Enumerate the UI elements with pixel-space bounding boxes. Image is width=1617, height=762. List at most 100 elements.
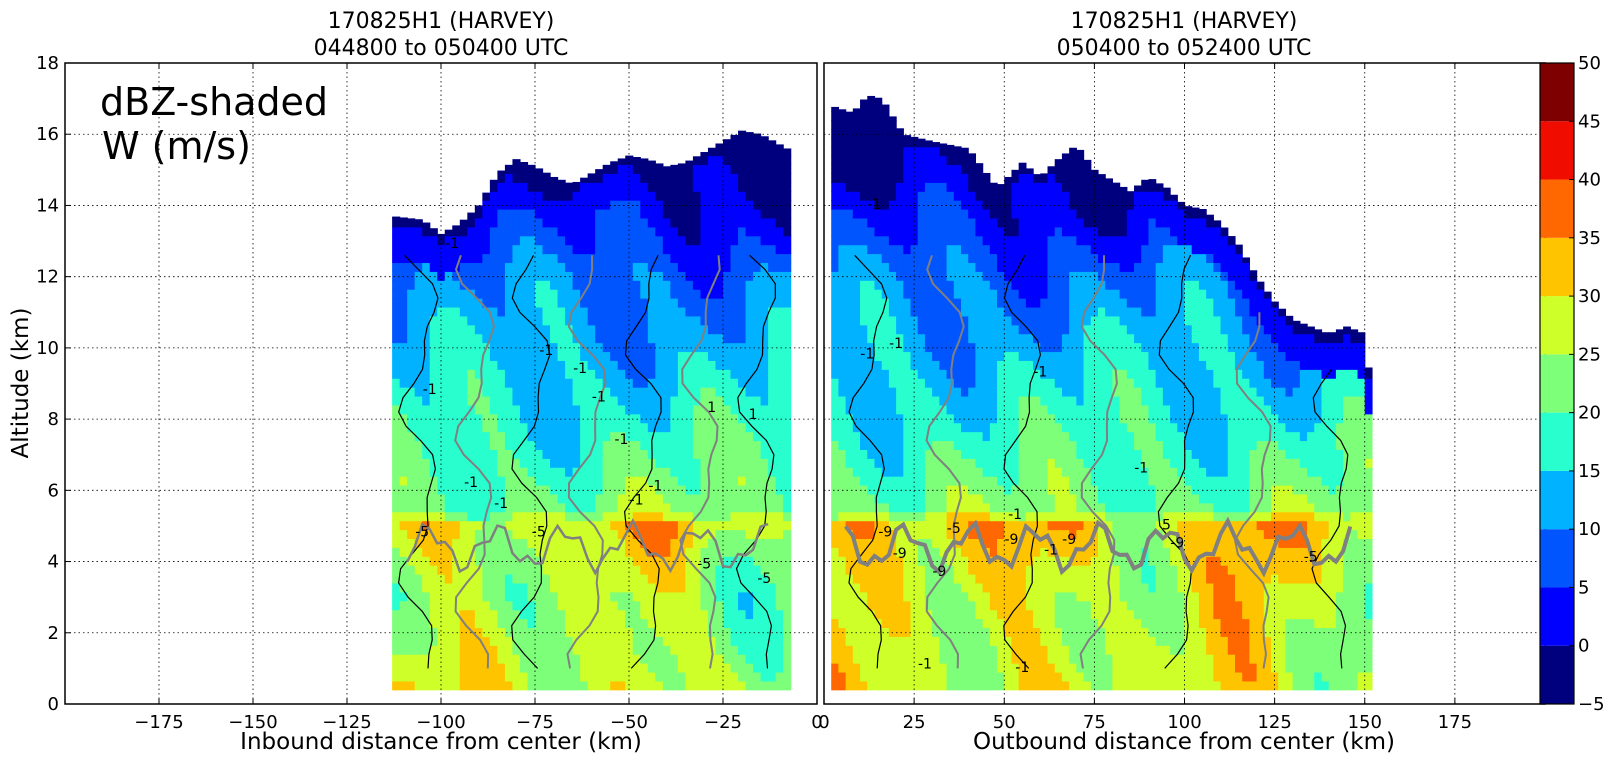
reflectivity-cell xyxy=(542,395,551,406)
reflectivity-cell xyxy=(422,280,431,290)
reflectivity-cell xyxy=(527,529,536,540)
reflectivity-cell xyxy=(504,342,514,353)
reflectivity-cell xyxy=(723,591,732,602)
reflectivity-cell xyxy=(444,449,453,459)
reflectivity-cell xyxy=(939,502,948,513)
reflectivity-cell xyxy=(903,511,912,522)
reflectivity-cell xyxy=(444,404,453,415)
reflectivity-cell xyxy=(497,600,506,611)
reflectivity-cell xyxy=(692,663,702,673)
reflectivity-cell xyxy=(572,484,581,495)
reflectivity-cell xyxy=(989,627,998,637)
reflectivity-cell xyxy=(399,449,408,459)
reflectivity-cell xyxy=(953,351,962,361)
reflectivity-cell xyxy=(437,431,446,442)
reflectivity-cell xyxy=(989,654,998,664)
reflectivity-cell xyxy=(896,155,904,166)
reflectivity-cell xyxy=(953,387,962,397)
reflectivity-cell xyxy=(707,671,717,682)
reflectivity-cell xyxy=(845,182,854,192)
reflectivity-cell xyxy=(692,333,702,344)
reflectivity-cell xyxy=(557,529,566,540)
reflectivity-cell xyxy=(407,431,416,442)
reflectivity-cell xyxy=(838,378,847,388)
reflectivity-cell xyxy=(527,315,536,326)
reflectivity-cell xyxy=(580,618,589,629)
reflectivity-cell xyxy=(399,217,408,219)
reflectivity-cell xyxy=(982,235,991,246)
reflectivity-cell xyxy=(845,253,854,264)
reflectivity-cell xyxy=(730,520,739,531)
reflectivity-cell xyxy=(867,217,876,228)
reflectivity-cell xyxy=(497,280,506,290)
reflectivity-cell xyxy=(640,244,649,255)
reflectivity-cell xyxy=(512,467,521,477)
reflectivity-cell xyxy=(968,209,977,219)
reflectivity-cell xyxy=(953,440,962,450)
reflectivity-cell xyxy=(738,200,747,210)
reflectivity-cell xyxy=(768,600,777,611)
reflectivity-cell xyxy=(482,315,491,326)
reflectivity-cell xyxy=(903,235,912,246)
reflectivity-cell xyxy=(512,609,521,620)
reflectivity-cell xyxy=(1018,226,1027,237)
reflectivity-cell xyxy=(881,146,890,157)
reflectivity-cell xyxy=(670,378,679,388)
reflectivity-cell xyxy=(768,565,777,575)
reflectivity-cell xyxy=(512,369,521,379)
reflectivity-cell xyxy=(838,636,847,646)
reflectivity-cell xyxy=(997,645,1005,655)
reflectivity-cell xyxy=(399,315,408,326)
reflectivity-cell xyxy=(685,422,694,433)
reflectivity-cell xyxy=(867,315,876,326)
reflectivity-cell xyxy=(519,182,529,192)
reflectivity-cell xyxy=(617,645,626,655)
reflectivity-cell xyxy=(838,574,847,584)
reflectivity-cell xyxy=(550,556,559,566)
reflectivity-cell xyxy=(542,226,551,237)
reflectivity-cell xyxy=(730,565,739,575)
reflectivity-cell xyxy=(738,511,747,522)
reflectivity-cell xyxy=(924,484,933,495)
reflectivity-cell xyxy=(399,458,408,468)
reflectivity-cell xyxy=(997,467,1005,477)
reflectivity-cell xyxy=(595,209,604,219)
reflectivity-cell xyxy=(437,440,446,450)
reflectivity-cell xyxy=(519,351,529,361)
reflectivity-cell xyxy=(482,387,491,397)
reflectivity-cell xyxy=(775,342,784,353)
reflectivity-cell xyxy=(459,636,468,646)
reflectivity-cell xyxy=(474,618,483,629)
reflectivity-cell xyxy=(497,645,506,655)
reflectivity-cell xyxy=(550,680,559,691)
reflectivity-cell xyxy=(946,182,955,192)
reflectivity-cell xyxy=(831,556,840,566)
reflectivity-cell xyxy=(723,139,732,148)
reflectivity-cell xyxy=(845,226,854,237)
reflectivity-cell xyxy=(1033,315,1041,326)
reflectivity-cell xyxy=(874,244,883,255)
reflectivity-cell xyxy=(896,128,904,139)
reflectivity-cell xyxy=(838,404,847,415)
reflectivity-cell xyxy=(982,298,991,308)
reflectivity-cell xyxy=(422,395,431,406)
reflectivity-cell xyxy=(467,493,476,504)
reflectivity-cell xyxy=(542,565,551,575)
reflectivity-cell xyxy=(968,378,977,388)
reflectivity-cell xyxy=(429,262,438,272)
reflectivity-cell xyxy=(968,440,977,450)
reflectivity-cell xyxy=(550,217,559,228)
reflectivity-cell xyxy=(670,431,679,442)
reflectivity-cell xyxy=(602,600,611,611)
reflectivity-cell xyxy=(467,467,476,477)
reflectivity-cell xyxy=(625,262,634,272)
reflectivity-cell xyxy=(760,663,769,673)
reflectivity-cell xyxy=(768,387,777,397)
reflectivity-cell xyxy=(617,520,626,531)
reflectivity-cell xyxy=(715,422,724,433)
reflectivity-cell xyxy=(997,556,1005,566)
reflectivity-cell xyxy=(730,484,739,495)
reflectivity-cell xyxy=(512,387,521,397)
reflectivity-cell xyxy=(775,244,784,255)
reflectivity-cell xyxy=(662,253,671,264)
